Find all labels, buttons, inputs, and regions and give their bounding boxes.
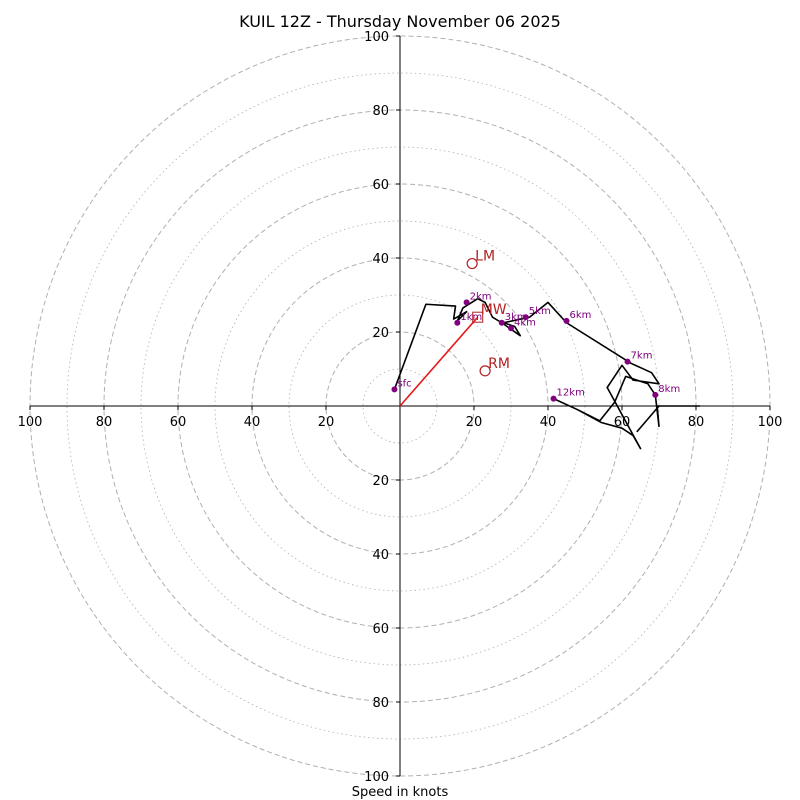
height-marker-point — [498, 319, 505, 326]
storm-motion-circle — [479, 365, 491, 377]
height-marker-label: sfc — [397, 378, 411, 389]
storm-motion-label: LM — [475, 249, 495, 265]
height-marker-point — [463, 299, 470, 306]
mean-wind-vector-line — [399, 316, 479, 407]
mean-wind-vector — [399, 316, 479, 407]
y-tick-label: 20 — [372, 326, 389, 341]
height-marker-label: 3km — [505, 312, 527, 323]
x-tick-label: 80 — [96, 415, 113, 430]
height-marker-point — [550, 395, 557, 402]
y-tick-label: 40 — [372, 252, 389, 267]
height-marker-label: 5km — [529, 306, 551, 317]
x-tick-label: 40 — [244, 415, 261, 430]
y-tick-label: 40 — [372, 548, 389, 563]
height-marker-point — [454, 319, 461, 326]
x-tick-label: 80 — [688, 415, 705, 430]
x-tick-label: 20 — [466, 415, 483, 430]
height-marker-point — [391, 386, 398, 393]
y-tick-label: 100 — [364, 770, 389, 785]
storm-motion-circle — [466, 257, 478, 270]
height-marker-label: 12km — [557, 388, 585, 399]
y-tick-label: 60 — [372, 622, 389, 637]
height-marker-label: 2km — [470, 291, 492, 302]
storm-motion-label: MW — [481, 302, 507, 318]
x-tick-label: 60 — [170, 415, 187, 430]
height-marker-point — [624, 358, 631, 365]
y-tick-label: 60 — [372, 178, 389, 193]
y-tick-label: 80 — [372, 696, 389, 711]
hodograph-line — [393, 297, 701, 450]
storm-motion-label: RM — [488, 356, 510, 372]
y-tick-label: 100 — [364, 30, 389, 45]
x-tick-label: 100 — [18, 415, 43, 430]
hodograph-trace — [393, 297, 701, 450]
height-marker-point — [652, 391, 659, 398]
x-tick-label: 100 — [758, 415, 783, 430]
height-marker-label: 6km — [570, 310, 592, 321]
y-tick-label: 80 — [372, 104, 389, 119]
height-marker-label: 8km — [658, 384, 680, 395]
height-marker-point — [522, 314, 529, 321]
height-marker-label: 1km — [460, 312, 482, 323]
height-marker-label: 7km — [631, 351, 653, 362]
x-tick-label: 40 — [540, 415, 557, 430]
storm-motion-square — [472, 311, 484, 323]
height-marker-point — [563, 317, 570, 324]
height-marker-point — [508, 325, 514, 332]
y-tick-label: 20 — [372, 474, 389, 489]
height-marker-label: 4km — [514, 317, 536, 328]
chart-title: KUIL 12Z - Thursday November 06 2025 — [239, 12, 561, 31]
storm-motion-markers: LM MW RM — [466, 249, 510, 377]
x-tick-label: 20 — [318, 415, 335, 430]
x-axis-label: Speed in knots — [352, 785, 449, 800]
